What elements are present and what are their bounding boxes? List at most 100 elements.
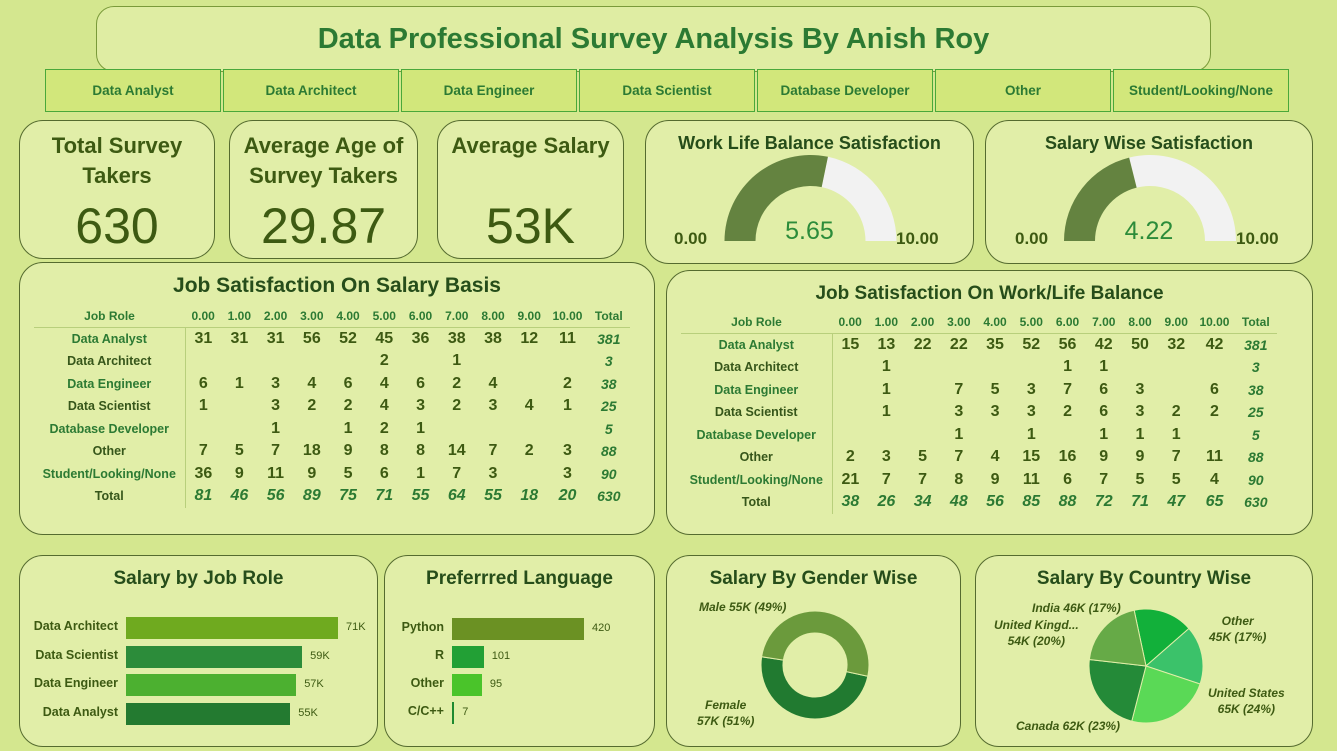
bar-value-label: 57K [304, 678, 324, 690]
bar [126, 645, 303, 668]
bar [126, 702, 291, 725]
slicer-data-engineer[interactable]: Data Engineer [401, 69, 577, 112]
matrix-salary-cell: 1 [416, 419, 425, 437]
gauge-work-life-title: Work Life Balance Satisfaction [678, 133, 941, 153]
pie-slice [1088, 658, 1147, 722]
matrix-wlb-cell: 1 [1063, 358, 1072, 376]
matrix-salary-cell: 2 [343, 397, 353, 415]
gauge-fill [1064, 157, 1137, 241]
matrix-wlb-cell: 5 [1135, 470, 1145, 488]
gender-male-label: Male 55K (49%) [699, 600, 787, 614]
matrix-salary-cell: 64 [447, 487, 466, 505]
matrix-salary-row-label: Data Architect [34, 350, 186, 373]
country-uk-label-line1: United Kingd... [994, 618, 1079, 632]
matrix-salary-cell: 31 [266, 330, 285, 347]
matrix-salary-cell [511, 418, 547, 441]
bar-category-label: Other [410, 676, 444, 690]
slicer-data-analyst[interactable]: Data Analyst [45, 69, 221, 112]
matrix-wlb-cell [904, 424, 940, 447]
matrix-wlb-row: Database Developer 1 1 1 1 1 5 [681, 423, 1277, 447]
matrix-wlb-cell: 1 [881, 358, 891, 376]
matrix-salary-cell: 381 [597, 331, 621, 347]
slicer-student-looking-none[interactable]: Student/Looking/None [1113, 69, 1289, 112]
salary-by-gender-title: Salary By Gender Wise [709, 568, 918, 589]
matrix-salary-cell: 71 [375, 487, 394, 505]
pie-slice [1133, 608, 1190, 667]
matrix-wlb-row-label: Other [681, 446, 833, 469]
matrix-salary-row: Other 7 5 7 18 9 8 8 14 7 2 3 88 [34, 440, 630, 463]
matrix-salary-cell: 56 [266, 487, 285, 505]
matrix-wlb-cell: 22 [913, 336, 932, 353]
matrix-wlb-cell: 630 [1244, 494, 1268, 511]
matrix-salary-row-label: Data Engineer [34, 372, 186, 395]
matrix-salary-cell: 6 [379, 464, 389, 482]
matrix-salary-cell: 3 [271, 374, 281, 392]
matrix-salary-cell: 1 [416, 464, 425, 482]
matrix-salary-cell: 11 [559, 330, 576, 347]
matrix-wlb-row: Student/Looking/None 21 7 7 8 9 11 6 7 5 5 4 90 [681, 468, 1277, 491]
matrix-wlb-cell [904, 379, 940, 402]
matrix-wlb-header-2: 1.00 [868, 311, 905, 334]
slicer-other[interactable]: Other [935, 69, 1111, 112]
slicer-database-developer[interactable]: Database Developer [757, 69, 933, 112]
matrix-salary-cell [221, 350, 257, 373]
matrix-wlb-cell: 47 [1167, 493, 1186, 511]
matrix-salary-cell [294, 350, 330, 373]
matrix-salary-cell: 55 [484, 487, 502, 505]
matrix-salary-row-label: Other [34, 440, 186, 463]
matrix-wlb-cell [904, 401, 940, 424]
salary-by-job-role-card: Salary by Job Role Data Architect 71K Data… [19, 555, 378, 747]
pie-slice [761, 610, 870, 677]
matrix-wlb-cell: 6 [1099, 380, 1109, 398]
matrix-salary-cell: 6 [198, 374, 208, 392]
matrix-wlb-row-label: Data Scientist [681, 401, 833, 424]
matrix-wlb-cell: 4 [1210, 470, 1219, 488]
matrix-salary-cell: 7 [198, 442, 208, 460]
matrix-salary-cell: 2 [379, 352, 389, 370]
country-other-label-line2: 45K (17%) [1209, 630, 1267, 644]
matrix-salary-header-8: 7.00 [438, 305, 475, 328]
gauge-track [1129, 155, 1236, 241]
matrix-wlb-row: Data Analyst 15 13 22 22 35 52 56 42 50 32 42 381 [681, 333, 1277, 356]
matrix-wlb-row-label: Database Developer [681, 423, 833, 446]
bar-value-label: 101 [491, 650, 511, 662]
matrix-salary-cell: 630 [597, 488, 621, 505]
matrix-wlb-cell: 3 [1251, 359, 1260, 376]
kpi-average-age-value: 29.87 [260, 198, 387, 254]
kpi-average-salary-title: Average Salary [451, 133, 610, 158]
matrix-wlb-header-10: 9.00 [1158, 311, 1195, 334]
matrix-salary-cell: 5 [604, 420, 613, 437]
matrix-salary-cell: 3 [563, 442, 572, 460]
gauge-fill [724, 155, 828, 241]
matrix-wlb-cell: 35 [986, 336, 1004, 353]
matrix-wlb-cell: 16 [1058, 448, 1077, 466]
matrix-wlb-row-label: Data Engineer [681, 378, 833, 401]
matrix-salary-cell: 6 [416, 374, 425, 392]
matrix-salary-cell: 56 [302, 330, 321, 347]
matrix-wlb-row: Other 2 3 5 7 4 15 16 9 9 7 11 88 [681, 446, 1277, 469]
bar [452, 618, 584, 640]
matrix-wlb-cell: 6 [1063, 470, 1072, 488]
matrix-wlb-cell [832, 356, 868, 379]
kpi-total-survey-title1: Total Survey [51, 133, 183, 158]
slicer-data-scientist[interactable]: Data Scientist [579, 69, 755, 112]
matrix-salary-cell: 9 [343, 442, 353, 460]
matrix-salary-cell: 46 [230, 487, 249, 505]
matrix-salary-cell: 1 [271, 419, 281, 437]
gender-female-label-line2: 57K (51%) [697, 714, 755, 728]
matrix-salary-header-0: Job Role [34, 305, 185, 328]
matrix-wlb-cell: 34 [913, 493, 932, 511]
gauge-salary-value: 4.22 [1124, 217, 1174, 245]
gauge-work-life-card: Work Life Balance Satisfaction 0.00 10.0… [645, 120, 974, 264]
matrix-wlb-cell: 13 [877, 336, 896, 353]
matrix-wlb-cell: 8 [954, 470, 964, 488]
matrix-wlb-cell: 3 [1026, 380, 1036, 398]
matrix-wlb-cell [1158, 356, 1194, 379]
matrix-salary-cell: 2 [452, 374, 462, 392]
country-uk-label-line2: 54K (20%) [1007, 634, 1065, 648]
gauge-work-life-value: 5.65 [785, 217, 834, 245]
matrix-salary-cell [221, 418, 257, 441]
matrix-wlb-header-11: 10.00 [1194, 311, 1235, 334]
salary-by-gender-chart [760, 610, 870, 720]
slicer-data-architect[interactable]: Data Architect [223, 69, 399, 112]
